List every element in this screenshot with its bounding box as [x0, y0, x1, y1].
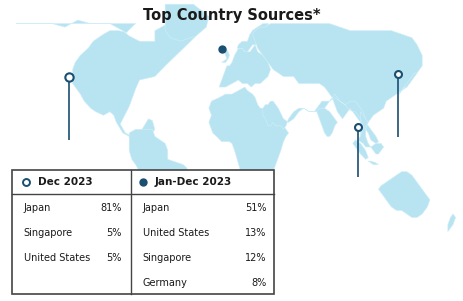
Text: 81%: 81%	[100, 203, 122, 213]
Text: 5%: 5%	[106, 228, 122, 238]
Text: 51%: 51%	[244, 203, 266, 213]
Text: Dec 2023: Dec 2023	[38, 177, 92, 187]
Text: Japan: Japan	[24, 203, 51, 213]
Text: Singapore: Singapore	[24, 228, 73, 238]
Text: United States: United States	[143, 228, 208, 238]
Text: Jan-Dec 2023: Jan-Dec 2023	[154, 177, 231, 187]
Text: 13%: 13%	[245, 228, 266, 238]
Text: United States: United States	[24, 253, 90, 263]
Text: Top Country Sources*: Top Country Sources*	[143, 8, 320, 23]
Text: Singapore: Singapore	[143, 253, 192, 263]
Text: 8%: 8%	[251, 278, 266, 288]
Text: 5%: 5%	[106, 253, 122, 263]
Text: 12%: 12%	[244, 253, 266, 263]
Text: Germany: Germany	[143, 278, 187, 288]
Text: Japan: Japan	[143, 203, 170, 213]
FancyBboxPatch shape	[12, 170, 273, 294]
